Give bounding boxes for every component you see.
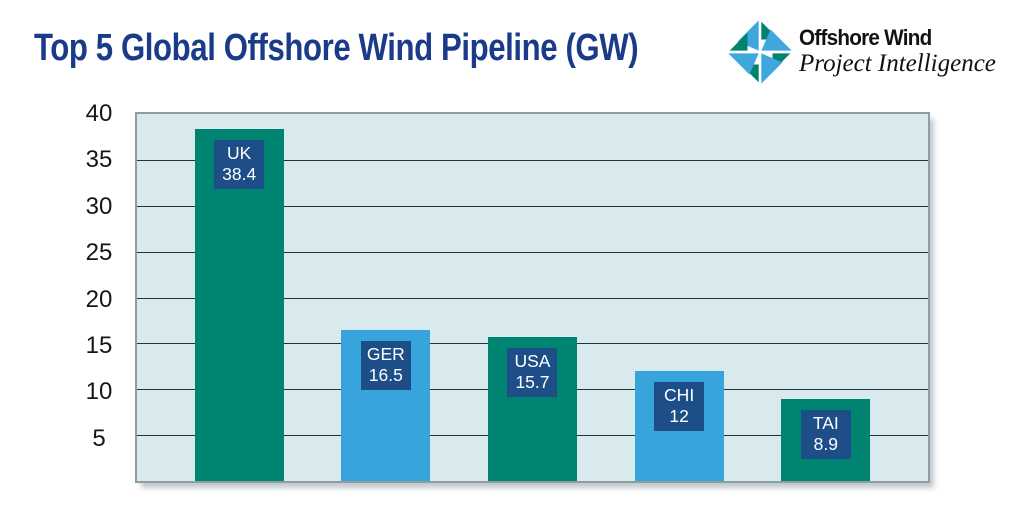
brand-tagline: Project Intelligence — [799, 50, 996, 77]
bar-value-text: 12 — [669, 405, 689, 426]
plot-area: UK 38.4 GER 16.5 USA 15.7 CHI 12 TAI 8.9 — [135, 112, 930, 483]
y-tick-label-40: 40 — [85, 100, 113, 127]
bar-label-tai: TAI 8.9 — [800, 410, 851, 460]
gridline-20 — [137, 297, 928, 299]
bar-usa: USA 15.7 — [487, 336, 577, 481]
brand-logo: Offshore Wind Project Intelligence — [727, 19, 996, 85]
bar-label-usa: USA 15.7 — [507, 347, 558, 397]
gridline-25 — [137, 251, 928, 253]
y-tick-label-20: 20 — [85, 285, 113, 313]
y-tick-label-10: 10 — [85, 378, 113, 406]
bar-value-text: 8.9 — [813, 434, 838, 455]
bar-label-ger: GER 16.5 — [360, 340, 411, 390]
gridline-30 — [137, 205, 928, 207]
bar-category-text: USA — [514, 350, 551, 371]
brand-name: Offshore Wind — [799, 25, 932, 50]
y-tick-label-30: 30 — [85, 192, 113, 220]
bar-label-chi: CHI 12 — [654, 381, 705, 431]
bar-category-text: CHI — [664, 384, 695, 405]
brand-text: Offshore Wind Project Intelligence — [799, 19, 996, 78]
gridline-35 — [137, 159, 928, 161]
page-title: Top 5 Global Offshore Wind Pipeline (GW) — [34, 27, 639, 69]
bar-category-text: TAI — [812, 413, 839, 434]
y-tick-label-5: 5 — [92, 424, 106, 452]
bar-category-text: GER — [366, 343, 405, 364]
bar-value-text: 16.5 — [368, 364, 403, 385]
bar-category-text: UK — [227, 142, 252, 163]
y-tick-label-35: 35 — [85, 146, 113, 174]
bar-value-text: 38.4 — [222, 163, 257, 184]
pinwheel-icon — [728, 20, 792, 84]
y-tick-label-15: 15 — [85, 331, 113, 359]
bars-group: UK 38.4 GER 16.5 USA 15.7 CHI 12 TAI 8.9 — [137, 114, 928, 481]
bar-value-text: 15.7 — [515, 371, 550, 392]
bar-ger: GER 16.5 — [341, 329, 431, 481]
bar-label-uk: UK 38.4 — [214, 139, 265, 189]
bar-chi: CHI 12 — [634, 370, 724, 481]
bar-tai: TAI 8.9 — [781, 399, 871, 481]
y-tick-label-25: 25 — [85, 239, 113, 267]
bar-uk: UK 38.4 — [194, 128, 284, 481]
